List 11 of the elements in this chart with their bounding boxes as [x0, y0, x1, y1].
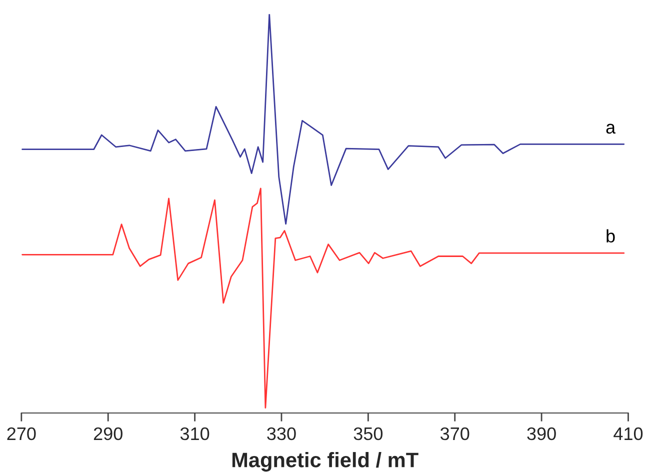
- x-tick-label: 410: [614, 427, 643, 440]
- x-tick-label: 290: [94, 427, 122, 440]
- series-label: b: [606, 229, 615, 243]
- x-tick-label: 370: [440, 427, 470, 440]
- x-axis-title: Magnetic field / mT: [232, 452, 418, 472]
- x-tick-label: 350: [354, 427, 383, 440]
- series-label: a: [606, 124, 616, 134]
- x-tick-label: 270: [7, 427, 36, 440]
- x-tick-label: 310: [180, 427, 210, 440]
- x-tick-label: 330: [267, 427, 296, 440]
- x-tick-label: 390: [527, 427, 556, 440]
